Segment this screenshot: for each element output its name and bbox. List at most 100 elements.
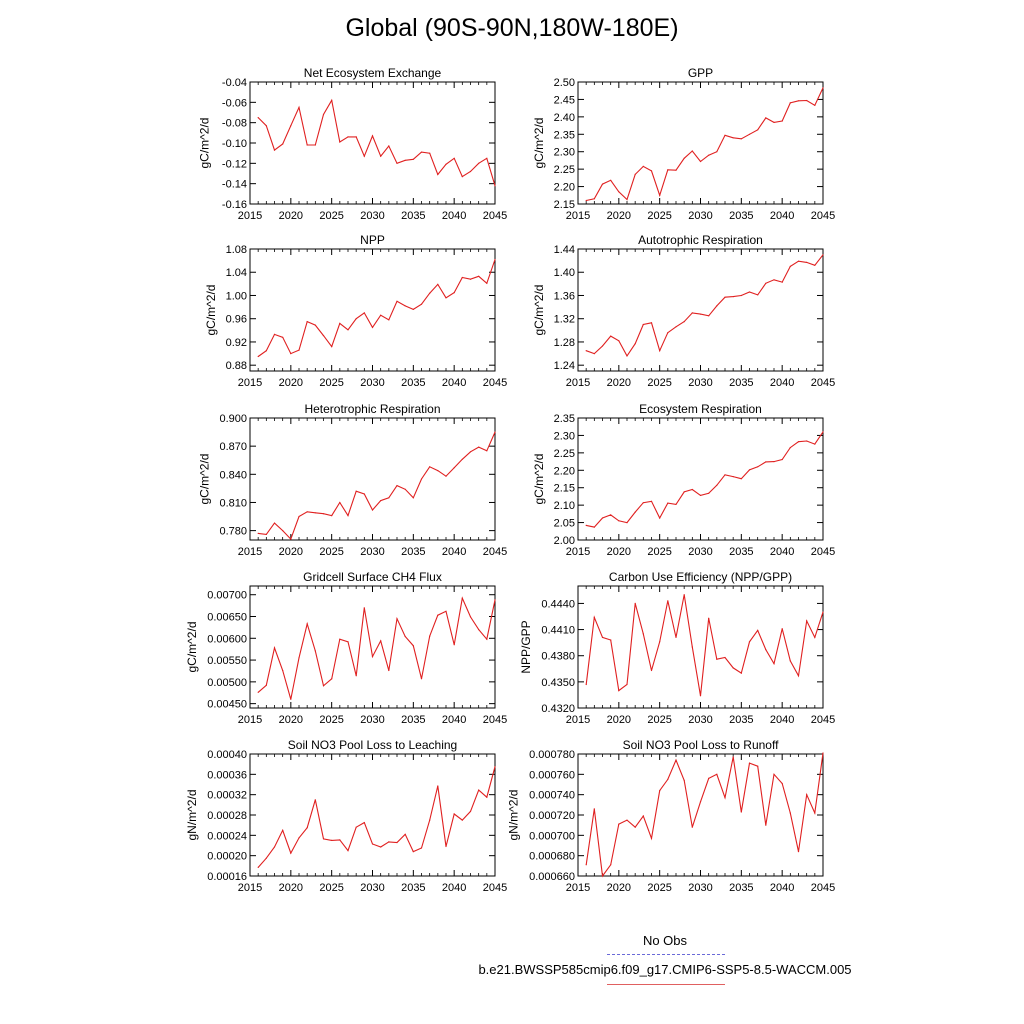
data-point <box>380 155 382 157</box>
data-point <box>814 812 816 814</box>
y-tick-label: 2.15 <box>554 483 575 495</box>
data-point <box>273 333 276 335</box>
data-point <box>716 658 718 660</box>
data-point <box>822 254 824 256</box>
data-point <box>757 765 759 767</box>
data-point <box>650 837 653 840</box>
data-point <box>659 641 661 643</box>
data-point <box>659 194 661 196</box>
data-point <box>797 851 800 853</box>
data-point <box>314 144 316 146</box>
data-point <box>708 777 710 780</box>
y-tick-label: 0.900 <box>219 413 247 425</box>
data-point <box>437 470 439 472</box>
y-tick-label: 2.30 <box>554 147 575 159</box>
data-point <box>659 517 661 519</box>
series-line <box>257 98 496 186</box>
data-point <box>363 312 365 314</box>
y-tick-label: 0.00450 <box>207 699 247 711</box>
data-point <box>445 163 447 165</box>
data-point <box>773 663 775 665</box>
data-point <box>814 443 816 445</box>
y-axis-label: gC/m^2/d <box>532 118 546 169</box>
legend-case-swatch <box>607 984 725 985</box>
data-point <box>757 466 759 468</box>
data-point <box>339 322 341 324</box>
data-point <box>257 532 259 535</box>
data-point <box>486 450 488 452</box>
y-axis-label: gN/m^2/d <box>507 790 521 841</box>
data-point <box>429 819 431 821</box>
data-point <box>437 283 439 285</box>
series-line <box>257 259 496 357</box>
x-tick-label: 2030 <box>688 714 712 726</box>
x-tick-label: 2025 <box>319 546 343 558</box>
x-tick-label: 2025 <box>319 714 343 726</box>
data-point <box>626 683 628 686</box>
y-tick-label: 0.96 <box>226 314 247 326</box>
data-point <box>363 607 365 609</box>
y-axis-label: gC/m^2/d <box>532 285 546 336</box>
data-point <box>273 149 276 151</box>
data-point <box>331 678 333 680</box>
data-point <box>781 120 783 122</box>
data-point <box>282 669 284 672</box>
x-tick-label: 2030 <box>360 714 384 726</box>
data-point <box>699 160 702 163</box>
data-point <box>282 336 284 338</box>
x-tick-label: 2045 <box>811 377 835 389</box>
data-point <box>404 305 406 307</box>
data-point <box>789 812 791 814</box>
data-point <box>347 136 349 138</box>
data-point <box>420 847 423 849</box>
data-point <box>363 822 365 824</box>
data-point <box>429 152 431 154</box>
series-line <box>257 766 496 868</box>
data-point <box>822 752 824 754</box>
y-tick-label: -0.14 <box>222 179 247 191</box>
y-tick-label: 0.00550 <box>207 655 247 667</box>
data-point <box>273 846 276 848</box>
data-point <box>265 125 267 127</box>
data-point <box>708 617 710 619</box>
data-point <box>469 170 472 173</box>
data-point <box>396 300 398 302</box>
y-tick-label: 2.25 <box>554 448 575 460</box>
series-line <box>585 594 824 696</box>
legend-case-label: b.e21.BWSSP585cmip6.f09_g17.CMIP6-SSP5-8… <box>478 962 852 977</box>
data-point <box>716 305 718 307</box>
x-tick-label: 2030 <box>688 377 712 389</box>
data-point <box>306 144 308 146</box>
x-tick-label: 2030 <box>360 377 384 389</box>
x-tick-label: 2040 <box>442 546 466 558</box>
y-tick-label: 2.40 <box>554 112 575 124</box>
x-tick-label: 2020 <box>279 377 303 389</box>
data-point <box>453 813 455 815</box>
data-point <box>806 620 808 622</box>
data-point <box>404 635 406 638</box>
x-tick-label: 2020 <box>607 882 631 894</box>
data-point <box>781 281 783 283</box>
data-point <box>371 656 374 658</box>
data-point <box>331 99 333 101</box>
x-tick-label: 2035 <box>401 546 425 558</box>
data-point <box>339 839 341 841</box>
data-point <box>724 296 726 298</box>
data-point <box>396 841 398 844</box>
x-tick-label: 2020 <box>607 377 631 389</box>
figure-title: Global (90S-90N,180W-180E) <box>345 14 679 42</box>
data-point <box>757 294 759 296</box>
data-point <box>257 117 259 119</box>
data-point <box>322 335 325 337</box>
data-point <box>339 638 341 640</box>
data-point <box>634 173 636 175</box>
data-point <box>461 458 463 460</box>
data-point <box>585 350 587 352</box>
data-point <box>478 162 480 164</box>
data-point <box>486 157 488 159</box>
data-point <box>339 141 341 143</box>
x-tick-label: 2030 <box>688 882 712 894</box>
x-tick-label: 2035 <box>729 714 753 726</box>
data-point <box>691 312 693 314</box>
data-point <box>420 303 423 305</box>
